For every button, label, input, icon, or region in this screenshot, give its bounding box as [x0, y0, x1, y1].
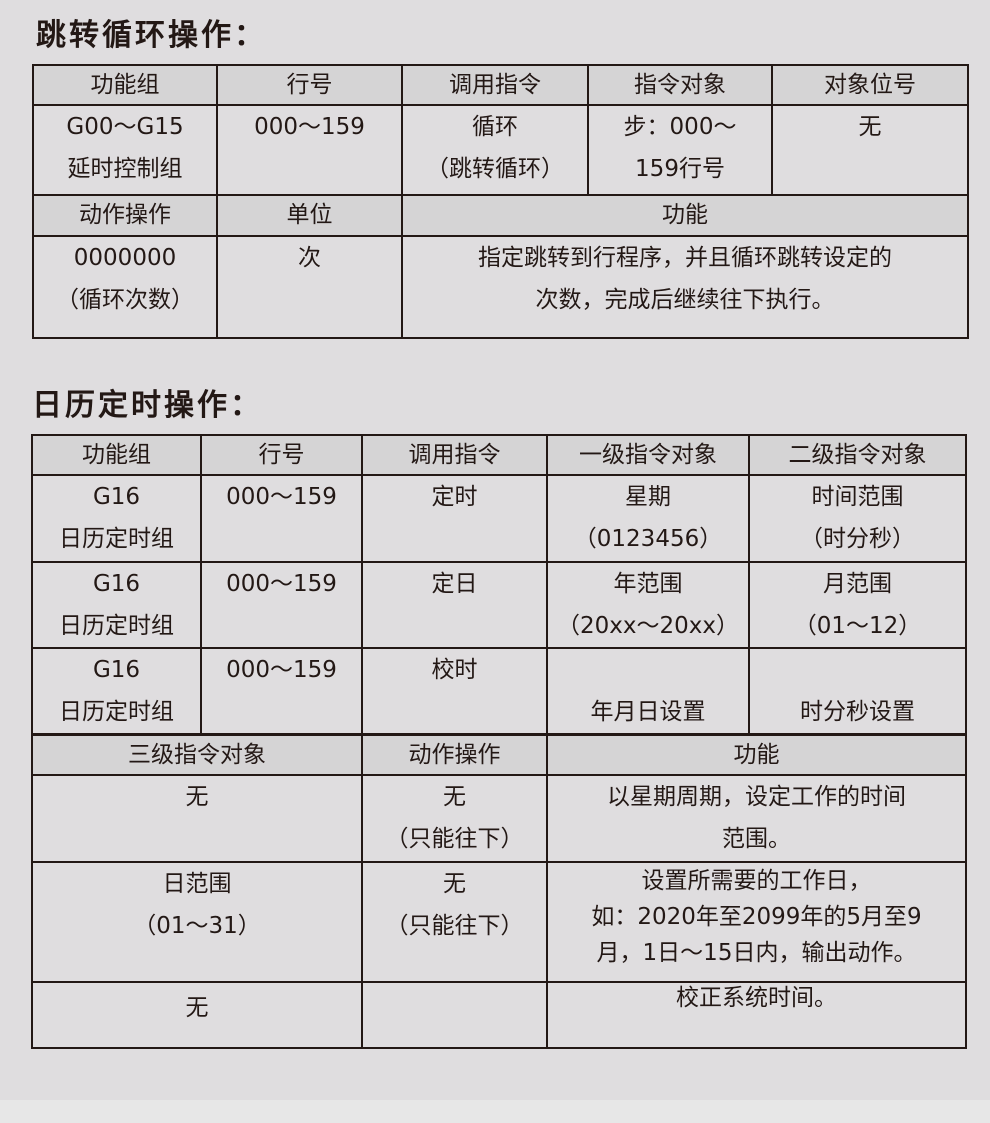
table-row: G16 日历定时组 000～159 定时 星期 （0123456） 时间范围 （…	[31, 474, 967, 563]
section-title-jump-loop: 跳转循环操作：	[36, 18, 267, 53]
table-row: 无 校正系统时间。	[31, 981, 967, 1049]
header-cell: 二级指令对象	[748, 434, 967, 476]
header-cell: 一级指令对象	[546, 434, 750, 476]
table-cell: 年范围 （20xx～20xx）	[546, 561, 750, 649]
table-cell: 000～159	[216, 104, 403, 196]
table-cell: G16 日历定时组	[31, 647, 202, 736]
table-cell: 000～159	[200, 561, 363, 649]
table-cell: 月范围 （01～12）	[748, 561, 967, 649]
header-cell: 对象位号	[771, 64, 969, 106]
table-cell: 次	[216, 235, 403, 339]
table-cell: G16 日历定时组	[31, 474, 202, 563]
table-cell: 校正系统时间。	[546, 981, 967, 1049]
table-cell: 无 （只能往下）	[361, 861, 548, 983]
table-row: G00～G15 延时控制组 000～159 循环 （跳转循环） 步：000～ 1…	[32, 104, 969, 196]
table-cell: 指定跳转到行程序，并且循环跳转设定的 次数，完成后继续往下执行。	[401, 235, 969, 339]
header-cell: 调用指令	[401, 64, 589, 106]
table-row: G16 日历定时组 000～159 定日 年范围 （20xx～20xx） 月范围…	[31, 561, 967, 649]
header-cell: 三级指令对象	[31, 733, 363, 776]
table-cell: 日范围 （01～31）	[31, 861, 363, 983]
jump-loop-table: 功能组 行号 调用指令 指令对象 对象位号 G00～G15 延时控制组 000～…	[32, 64, 969, 339]
table-cell	[361, 981, 548, 1049]
table-cell: 无 （只能往下）	[361, 774, 548, 863]
header-cell: 功能组	[32, 64, 218, 106]
header-cell: 功能	[546, 733, 967, 776]
calendar-timer-table: 功能组 行号 调用指令 一级指令对象 二级指令对象 G16 日历定时组 000～…	[31, 434, 967, 1049]
table-cell: 定时	[361, 474, 548, 563]
table-cell: 以星期周期，设定工作的时间 范围。	[546, 774, 967, 863]
table-cell: 无	[31, 774, 363, 863]
table-cell: 无	[771, 104, 969, 196]
header-row: 功能组 行号 调用指令 一级指令对象 二级指令对象	[31, 434, 967, 476]
table-cell: 时间范围 （时分秒）	[748, 474, 967, 563]
table-cell: 步：000～ 159行号	[587, 104, 773, 196]
table-cell: 星期 （0123456）	[546, 474, 750, 563]
header-row: 动作操作 单位 功能	[32, 194, 969, 237]
section-title-calendar-timer: 日历定时操作：	[32, 388, 263, 423]
table-cell: G00～G15 延时控制组	[32, 104, 218, 196]
table-cell: 000～159	[200, 647, 363, 736]
header-row: 三级指令对象 动作操作 功能	[31, 733, 967, 776]
header-cell: 单位	[216, 194, 403, 237]
header-cell: 功能组	[31, 434, 202, 476]
header-cell: 指令对象	[587, 64, 773, 106]
header-cell: 行号	[200, 434, 363, 476]
header-cell: 动作操作	[32, 194, 218, 237]
table-cell: 校时	[361, 647, 548, 736]
table-row: 无 无 （只能往下） 以星期周期，设定工作的时间 范围。	[31, 774, 967, 863]
header-cell: 调用指令	[361, 434, 548, 476]
table-cell: 无	[31, 981, 363, 1049]
table-cell: 0000000 （循环次数）	[32, 235, 218, 339]
table-cell: 设置所需要的工作日， 如：2020年至2099年的5月至9 月，1日～15日内，…	[546, 861, 967, 983]
footer-strip	[0, 1100, 990, 1123]
header-cell: 功能	[401, 194, 969, 237]
table-cell: 年月日设置	[546, 647, 750, 736]
table-cell: G16 日历定时组	[31, 561, 202, 649]
table-cell: 循环 （跳转循环）	[401, 104, 589, 196]
header-row: 功能组 行号 调用指令 指令对象 对象位号	[32, 64, 969, 106]
table-row: G16 日历定时组 000～159 校时 年月日设置 时分秒设置	[31, 647, 967, 736]
table-cell: 时分秒设置	[748, 647, 967, 736]
header-cell: 动作操作	[361, 733, 548, 776]
table-row: 日范围 （01～31） 无 （只能往下） 设置所需要的工作日， 如：2020年至…	[31, 861, 967, 983]
header-cell: 行号	[216, 64, 403, 106]
table-cell: 000～159	[200, 474, 363, 563]
table-row: 0000000 （循环次数） 次 指定跳转到行程序，并且循环跳转设定的 次数，完…	[32, 235, 969, 339]
table-cell: 定日	[361, 561, 548, 649]
